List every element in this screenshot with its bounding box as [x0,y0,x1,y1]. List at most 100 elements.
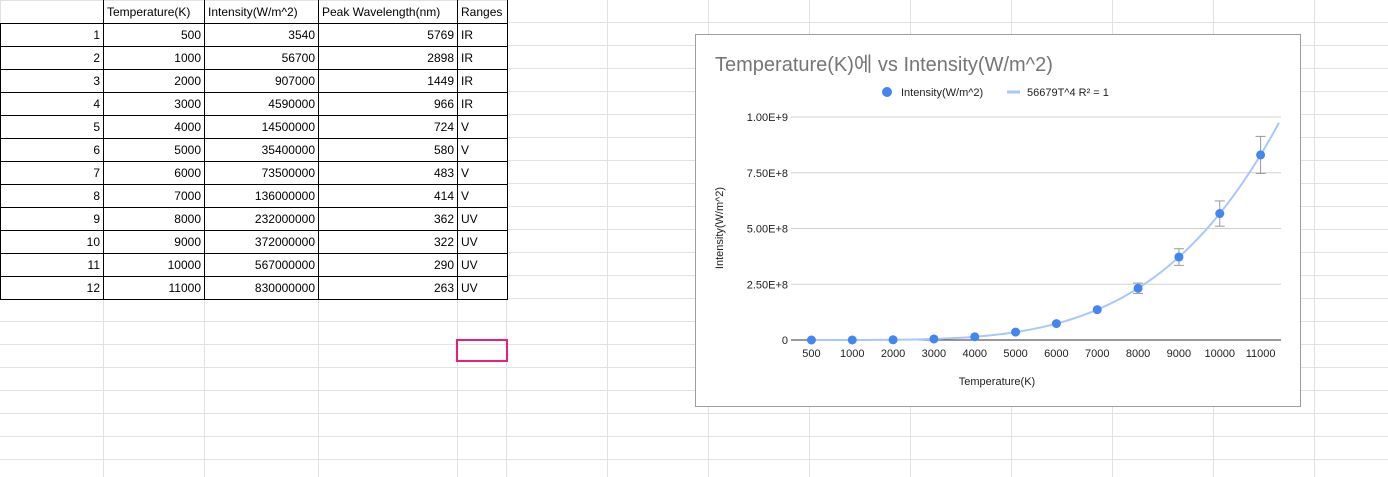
data-point [888,335,898,345]
row-index-cell[interactable]: 5 [0,115,104,139]
table-row: 6 5000 35400000 580 V [0,138,508,162]
temperature-cell[interactable]: 3000 [103,92,205,116]
intensity-cell[interactable]: 567000000 [204,253,319,277]
temperature-cell[interactable]: 2000 [103,69,205,93]
table-row: 5 4000 14500000 724 V [0,115,508,139]
table-row: 3 2000 907000 1449 IR [0,69,508,93]
intensity-cell[interactable]: 35400000 [204,138,319,162]
temperature-cell[interactable]: 4000 [103,115,205,139]
wavelength-cell[interactable]: 290 [318,253,458,277]
header-cell[interactable]: Temperature(K) [103,0,205,24]
temperature-cell[interactable]: 1000 [103,46,205,70]
intensity-cell[interactable]: 907000 [204,69,319,93]
wavelength-cell[interactable]: 580 [318,138,458,162]
row-index-cell[interactable]: 8 [0,184,104,208]
x-tick-label: 8000 [1126,348,1150,360]
header-cell[interactable]: Peak Wavelength(nm) [318,0,458,24]
x-tick-label: 7000 [1085,348,1109,360]
temperature-cell[interactable]: 9000 [103,230,205,254]
y-axis-title: Intensity(W/m^2) [714,187,726,269]
wavelength-cell[interactable]: 322 [318,230,458,254]
wavelength-cell[interactable]: 483 [318,161,458,185]
intensity-cell[interactable]: 830000000 [204,276,319,300]
x-tick-label: 11000 [1246,348,1276,360]
wavelength-cell[interactable]: 966 [318,92,458,116]
data-point [806,335,816,345]
row-index-cell[interactable]: 7 [0,161,104,185]
x-tick-label: 5000 [1003,348,1027,360]
intensity-cell[interactable]: 56700 [204,46,319,70]
row-index-cell[interactable]: 3 [0,69,104,93]
wavelength-cell[interactable]: 414 [318,184,458,208]
range-cell[interactable]: IR [457,23,508,47]
temperature-cell[interactable]: 7000 [103,184,205,208]
wavelength-cell[interactable]: 5769 [318,23,458,47]
intensity-cell[interactable]: 136000000 [204,184,319,208]
data-point [1011,327,1021,337]
y-tick-label: 0 [782,335,788,347]
temperature-cell[interactable]: 5000 [103,138,205,162]
range-cell[interactable]: V [457,138,508,162]
row-index-cell[interactable]: 6 [0,138,104,162]
table-row: 9 8000 232000000 362 UV [0,207,508,231]
intensity-cell[interactable]: 232000000 [204,207,319,231]
range-cell[interactable]: UV [457,276,508,300]
temperature-cell[interactable]: 6000 [103,161,205,185]
data-point [1051,319,1061,329]
row-index-cell[interactable]: 10 [0,230,104,254]
range-cell[interactable]: V [457,161,508,185]
row-index-cell[interactable]: 9 [0,207,104,231]
intensity-cell[interactable]: 3540 [204,23,319,47]
wavelength-cell[interactable]: 263 [318,276,458,300]
data-point [929,334,939,344]
header-row: Temperature(K) Intensity(W/m^2) Peak Wavel… [0,0,508,24]
intensity-cell[interactable]: 4590000 [204,92,319,116]
header-cell[interactable]: Ranges [457,0,508,24]
data-table: Temperature(K) Intensity(W/m^2) Peak Wavel… [0,0,508,300]
temperature-cell[interactable]: 11000 [103,276,205,300]
temperature-cell[interactable]: 500 [103,23,205,47]
plot-area: 0 2.50E+8 5.00E+8 7.50E+8 1.00E+9 500 1000 2000… [747,112,1281,360]
data-point [1215,209,1225,219]
temperature-cell[interactable]: 8000 [103,207,205,231]
chart-title: Temperature(K)에 vs Intensity(W/m^2) [715,53,1053,76]
header-cell[interactable]: Intensity(W/m^2) [204,0,319,24]
legend-trendline-label: 56679T^4 R² = 1 [1027,87,1109,99]
x-tick-label: 4000 [963,348,987,360]
data-point [847,335,857,345]
x-tick-label: 10000 [1204,348,1235,360]
wavelength-cell[interactable]: 362 [318,207,458,231]
wavelength-cell[interactable]: 724 [318,115,458,139]
range-cell[interactable]: UV [457,253,508,277]
row-index-cell[interactable]: 2 [0,46,104,70]
range-cell[interactable]: V [457,184,508,208]
range-cell[interactable]: IR [457,69,508,93]
range-cell[interactable]: IR [457,92,508,116]
data-point [1256,150,1266,160]
x-axis-title: Temperature(K) [959,376,1035,388]
row-index-cell[interactable]: 12 [0,276,104,300]
table-row: 2 1000 56700 2898 IR [0,46,508,70]
x-tick-label: 3000 [922,348,946,360]
intensity-cell[interactable]: 73500000 [204,161,319,185]
range-cell[interactable]: IR [457,46,508,70]
range-cell[interactable]: UV [457,207,508,231]
range-cell[interactable]: UV [457,230,508,254]
wavelength-cell[interactable]: 2898 [318,46,458,70]
legend-series-label: Intensity(W/m^2) [901,87,983,99]
data-point [1133,283,1143,293]
wavelength-cell[interactable]: 1449 [318,69,458,93]
row-index-cell[interactable]: 11 [0,253,104,277]
table-row: 4 3000 4590000 966 IR [0,92,508,116]
selected-cell[interactable] [456,339,508,362]
intensity-cell[interactable]: 372000000 [204,230,319,254]
y-tick-label: 5.00E+8 [747,224,788,236]
intensity-cell[interactable]: 14500000 [204,115,319,139]
row-index-cell[interactable]: 4 [0,92,104,116]
header-corner-cell[interactable] [0,0,104,24]
x-tick-label: 1000 [840,348,864,360]
row-index-cell[interactable]: 1 [0,23,104,47]
temperature-cell[interactable]: 10000 [103,253,205,277]
chart[interactable]: Temperature(K)에 vs Intensity(W/m^2) Inte… [695,34,1301,407]
range-cell[interactable]: V [457,115,508,139]
